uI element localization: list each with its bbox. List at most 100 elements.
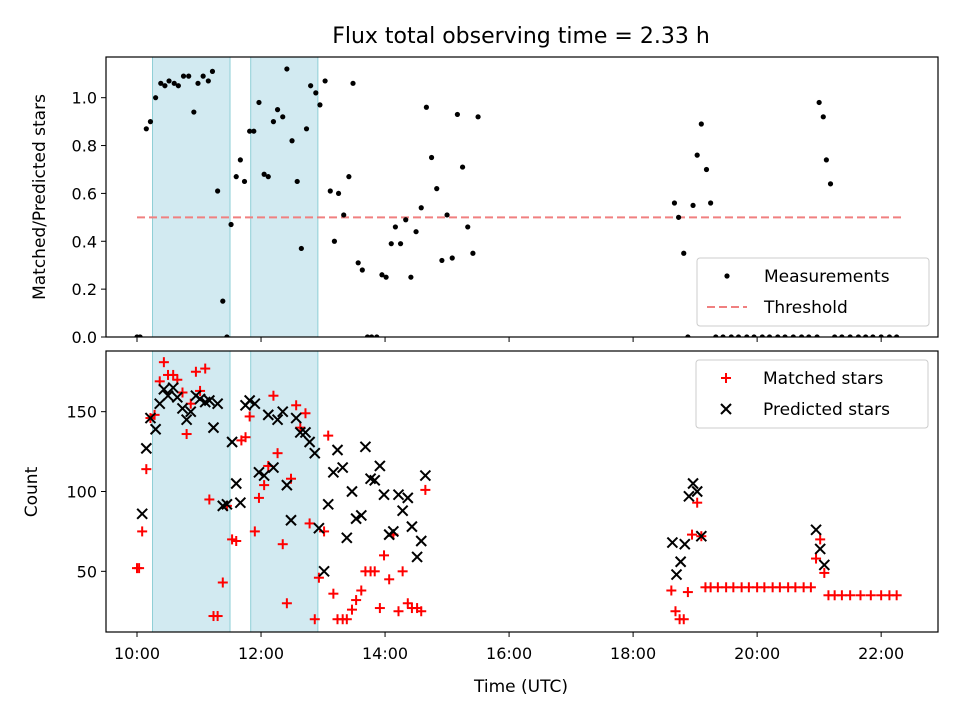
predicted-star-point <box>369 474 381 487</box>
plot-area <box>132 351 902 632</box>
predicted-star-point <box>346 485 358 498</box>
x-marker-b <box>149 423 162 435</box>
measurement-point <box>388 241 394 247</box>
measurement-point <box>397 241 404 247</box>
x-marker-b <box>144 412 157 424</box>
predicted-star-point <box>262 409 274 421</box>
measurement-point <box>374 334 380 337</box>
x-marker-b <box>691 485 703 498</box>
y-tick-label: 150 <box>66 403 97 422</box>
measurement-point <box>224 334 230 337</box>
matched-star-point <box>811 553 822 564</box>
measurement-point <box>444 212 450 218</box>
matched-star-point <box>351 595 362 606</box>
predicted-star-point <box>392 488 405 501</box>
predicted-star-point <box>149 423 162 435</box>
x-marker-b <box>234 496 247 509</box>
predicted-star-point <box>176 402 189 415</box>
measurement-point <box>265 174 271 180</box>
x-marker-b <box>411 551 423 563</box>
predicted-star-point <box>695 530 708 542</box>
predicted-star-point <box>674 556 687 568</box>
measurement-point <box>685 334 691 337</box>
x-marker-b <box>396 504 409 517</box>
x-marker-b <box>378 488 390 501</box>
x-marker-b <box>162 389 174 402</box>
measurement-point <box>359 267 365 273</box>
measurement-point <box>418 205 424 211</box>
x-marker-b <box>346 485 358 498</box>
measurement-point <box>870 334 876 337</box>
x-marker-b <box>309 447 321 459</box>
matched-star-point <box>134 563 145 574</box>
x-marker-b <box>281 479 293 491</box>
y-tick-label: 100 <box>66 483 97 502</box>
y-tick-label: 1.0 <box>72 89 97 108</box>
measurement-point <box>331 238 338 244</box>
measurement-point <box>698 121 704 127</box>
legend-label: Predicted stars <box>763 400 890 420</box>
measurement-point <box>863 334 869 337</box>
x-marker-b <box>341 532 353 544</box>
measurement-point <box>744 334 750 337</box>
measurement-point <box>775 334 781 337</box>
matched-star-point <box>141 464 152 475</box>
x-marker-b <box>185 405 197 418</box>
measurement-point <box>720 334 726 337</box>
x-marker-b <box>369 474 381 487</box>
x-marker-b <box>387 525 400 538</box>
measurement-point <box>681 250 687 256</box>
series-measurements <box>134 66 900 337</box>
measurement-point <box>408 274 414 280</box>
predicted-star-point <box>683 490 695 502</box>
matched-star-point <box>259 480 270 491</box>
matched-star-point <box>328 588 339 599</box>
predicted-star-point <box>818 559 831 571</box>
x-marker-b <box>814 543 826 555</box>
measurement-point <box>894 334 900 337</box>
legend: Measurements Threshold <box>696 257 930 327</box>
x-marker-b <box>290 412 302 424</box>
measurement-point <box>195 80 201 86</box>
predicted-star-point <box>313 522 325 534</box>
measurement-point <box>878 334 884 337</box>
predicted-star-point <box>136 508 148 520</box>
x-marker-b <box>230 477 242 490</box>
x-marker-b <box>277 405 289 418</box>
measurement-point <box>690 202 696 208</box>
predicted-star-point <box>318 565 330 578</box>
measurement-point <box>823 157 829 163</box>
measurement-point <box>237 157 243 163</box>
measurement-point <box>790 334 796 337</box>
x-tick-label: 12:00 <box>238 644 284 663</box>
matched-star-point <box>397 566 408 577</box>
measurement-point <box>191 109 197 115</box>
x-marker-b <box>674 556 687 568</box>
matched-star-point <box>309 614 320 625</box>
matched-star-point <box>341 614 352 625</box>
predicted-star-point <box>341 532 353 544</box>
x-tick-label: 16:00 <box>486 644 532 663</box>
matched-star-point <box>231 535 242 546</box>
measurement-point <box>200 73 206 79</box>
measurement-point <box>816 99 822 106</box>
measurement-point <box>158 80 164 86</box>
chart-title: Flux total observing time = 2.33 h <box>332 24 710 49</box>
predicted-star-point <box>411 551 423 563</box>
predicted-star-point <box>281 479 293 491</box>
predicted-star-point <box>419 469 432 482</box>
measurement-point <box>233 174 239 180</box>
predicted-star-point <box>249 397 261 410</box>
x-tick-label: 18:00 <box>610 644 656 663</box>
predicted-star-point <box>140 442 153 455</box>
predicted-star-point <box>814 543 826 555</box>
predicted-star-point <box>194 393 206 405</box>
matched-star-point <box>374 603 385 614</box>
matched-star-point <box>384 574 395 585</box>
measurement-point <box>369 334 375 337</box>
x-marker-b <box>140 442 153 455</box>
measurement-point <box>475 114 481 120</box>
observing-window-band <box>250 351 319 632</box>
measurement-point <box>713 334 719 337</box>
